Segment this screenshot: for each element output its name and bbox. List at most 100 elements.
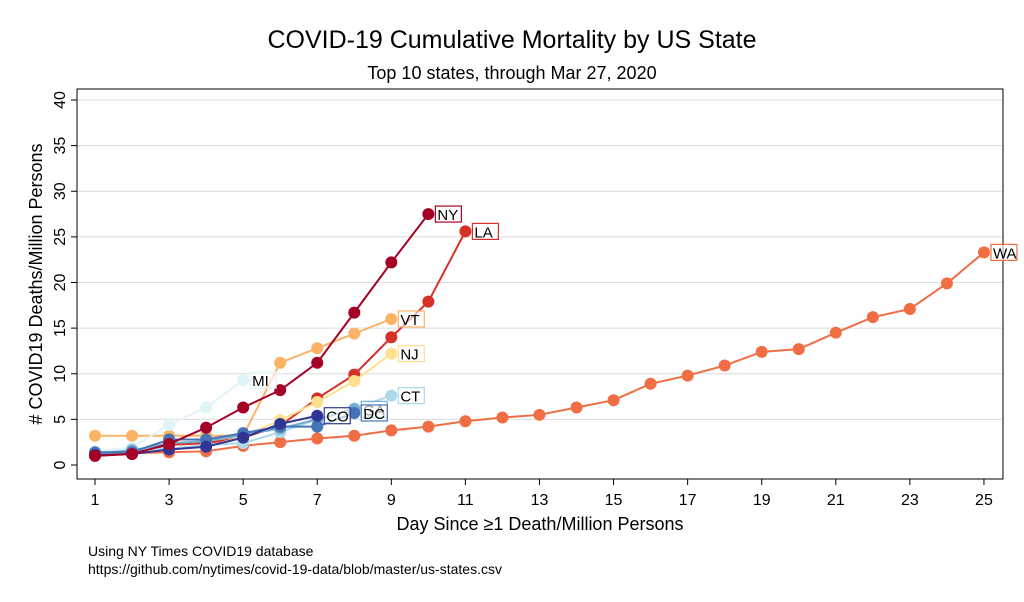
y-tick-label: 25 bbox=[52, 228, 69, 246]
chart-subtitle: Top 10 states, through Mar 27, 2020 bbox=[367, 63, 657, 83]
y-tick-label: 15 bbox=[52, 319, 69, 337]
x-tick-label: 23 bbox=[901, 492, 919, 509]
series-wa bbox=[89, 246, 990, 460]
data-point bbox=[311, 420, 324, 433]
data-point bbox=[459, 415, 472, 428]
series-label-ct: CT bbox=[397, 387, 425, 406]
data-point bbox=[274, 384, 287, 397]
data-point bbox=[385, 313, 398, 325]
y-tick-label: 0 bbox=[52, 460, 69, 469]
label-box bbox=[323, 407, 351, 425]
series-label-nj: NJ bbox=[397, 345, 425, 364]
label-box bbox=[249, 371, 277, 389]
series-line bbox=[94, 213, 430, 457]
data-point bbox=[89, 429, 101, 442]
series-label-dc: DC bbox=[360, 404, 388, 423]
data-point bbox=[422, 420, 435, 433]
data-point bbox=[496, 411, 509, 424]
data-point bbox=[940, 277, 953, 290]
data-point bbox=[274, 436, 287, 449]
series-label-wa: WA bbox=[990, 243, 1018, 262]
source-url: https://github.com/nytimes/covid-19-data… bbox=[88, 561, 502, 577]
y-tick-label: 35 bbox=[52, 137, 69, 155]
x-tick-label: 25 bbox=[975, 492, 993, 509]
data-point bbox=[237, 374, 250, 387]
data-point bbox=[385, 256, 398, 269]
series-label-vt: VT bbox=[397, 310, 425, 329]
data-point bbox=[89, 449, 101, 462]
data-point bbox=[607, 394, 620, 407]
data-point bbox=[385, 331, 398, 344]
y-tick-label: 20 bbox=[52, 274, 69, 292]
data-point bbox=[237, 401, 250, 414]
x-tick-label: 9 bbox=[387, 492, 396, 509]
data-point bbox=[570, 401, 583, 414]
data-point bbox=[311, 356, 324, 369]
y-tick-label: 40 bbox=[52, 91, 69, 109]
y-axis-title: # COVID19 Deaths/Million Persons bbox=[26, 143, 46, 424]
data-point bbox=[422, 295, 435, 308]
data-point bbox=[533, 408, 546, 421]
data-point bbox=[163, 438, 176, 451]
x-tick-label: 7 bbox=[313, 492, 322, 509]
series-label: VT bbox=[400, 312, 419, 329]
data-point bbox=[385, 389, 398, 402]
data-point bbox=[755, 345, 768, 358]
x-tick-label: 19 bbox=[753, 492, 771, 509]
series-label: NY bbox=[437, 207, 458, 224]
series-label-mi: MI bbox=[249, 371, 277, 390]
data-point bbox=[274, 356, 287, 369]
chart-title: COVID-19 Cumulative Mortality by US Stat… bbox=[267, 26, 757, 54]
data-point bbox=[977, 246, 990, 259]
data-point bbox=[422, 208, 435, 221]
x-axis-title: Day Since ≥1 Death/Million Persons bbox=[396, 514, 683, 534]
data-point bbox=[126, 448, 139, 461]
data-point bbox=[163, 418, 176, 431]
data-point bbox=[792, 343, 805, 356]
label-box bbox=[990, 243, 1018, 261]
data-point bbox=[681, 369, 694, 382]
data-point bbox=[311, 432, 324, 445]
series-label: CT bbox=[400, 389, 420, 406]
data-point bbox=[200, 401, 213, 414]
label-box bbox=[434, 205, 462, 223]
data-point bbox=[274, 417, 287, 430]
data-point bbox=[644, 377, 657, 390]
label-box bbox=[360, 404, 388, 422]
x-tick-label: 1 bbox=[91, 492, 100, 509]
plot-frame bbox=[76, 88, 1004, 480]
data-point bbox=[866, 311, 879, 324]
x-tick-label: 3 bbox=[165, 492, 174, 509]
y-tick-label: 10 bbox=[52, 365, 69, 383]
data-point bbox=[459, 225, 472, 238]
data-point bbox=[311, 396, 324, 409]
x-tick-label: 17 bbox=[679, 492, 697, 509]
data-point bbox=[385, 424, 398, 437]
series-label: DC bbox=[363, 406, 385, 423]
source-note: Using NY Times COVID19 database bbox=[88, 543, 314, 559]
data-point bbox=[348, 429, 361, 442]
data-point bbox=[311, 409, 324, 422]
data-point bbox=[348, 306, 361, 319]
series-ny bbox=[89, 208, 435, 462]
series-label: MI bbox=[252, 373, 269, 390]
x-tick-label: 21 bbox=[827, 492, 845, 509]
y-tick-label: 30 bbox=[52, 182, 69, 200]
data-point bbox=[200, 440, 213, 453]
label-box bbox=[397, 345, 425, 363]
data-point bbox=[348, 406, 361, 419]
label-box bbox=[471, 222, 499, 240]
data-point bbox=[385, 347, 398, 360]
series-label: LA bbox=[474, 224, 492, 241]
data-point bbox=[126, 429, 139, 442]
data-point bbox=[903, 302, 916, 315]
data-point bbox=[348, 375, 361, 388]
y-tick-label: 5 bbox=[52, 415, 69, 424]
x-tick-label: 11 bbox=[457, 492, 474, 509]
x-tick-label: 13 bbox=[531, 492, 549, 509]
label-box bbox=[397, 387, 425, 405]
data-point bbox=[718, 359, 731, 372]
series-label-co: CO bbox=[323, 407, 351, 426]
series-label: CO bbox=[326, 409, 349, 426]
